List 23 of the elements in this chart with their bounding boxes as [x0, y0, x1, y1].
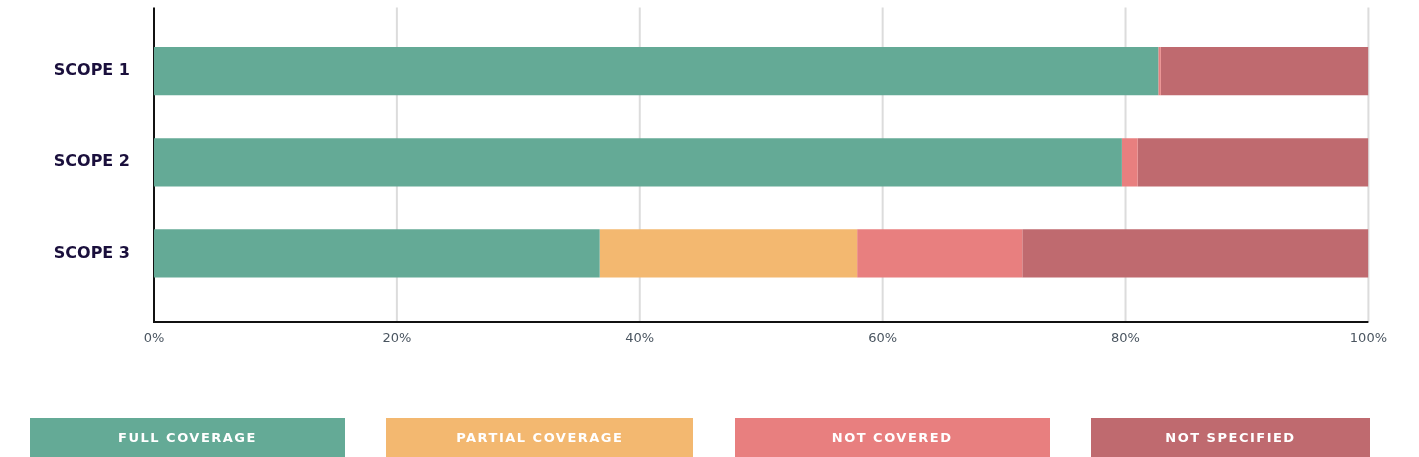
- x-tick-label: 20%: [382, 330, 412, 346]
- bar: [154, 229, 600, 278]
- bar: [1121, 138, 1138, 187]
- x-tick-label: 100%: [1349, 330, 1387, 346]
- x-tick-label: 40%: [625, 330, 655, 346]
- y-tick-label: SCOPE 1: [53, 60, 130, 80]
- bar: [1022, 229, 1369, 278]
- x-tick-label: 60%: [868, 330, 898, 346]
- text: NOT COVERED: [734, 418, 1050, 457]
- bar: [154, 47, 1159, 96]
- text: PARTIAL COVERAGE: [386, 418, 694, 457]
- x-tick-label: 80%: [1111, 330, 1140, 346]
- bar: [1137, 138, 1369, 187]
- text: FULL COVERAGE: [30, 418, 345, 457]
- y-tick-label: SCOPE 2: [53, 151, 130, 171]
- bar: [1158, 47, 1161, 96]
- y-tick-label: SCOPE 3: [53, 242, 130, 262]
- bar: [154, 138, 1122, 187]
- bar: [1160, 47, 1369, 96]
- x-tick-label: 0%: [143, 330, 165, 346]
- bar: [857, 229, 1023, 278]
- text: NOT SPECIFIED: [1090, 418, 1370, 457]
- bar: [599, 229, 858, 278]
